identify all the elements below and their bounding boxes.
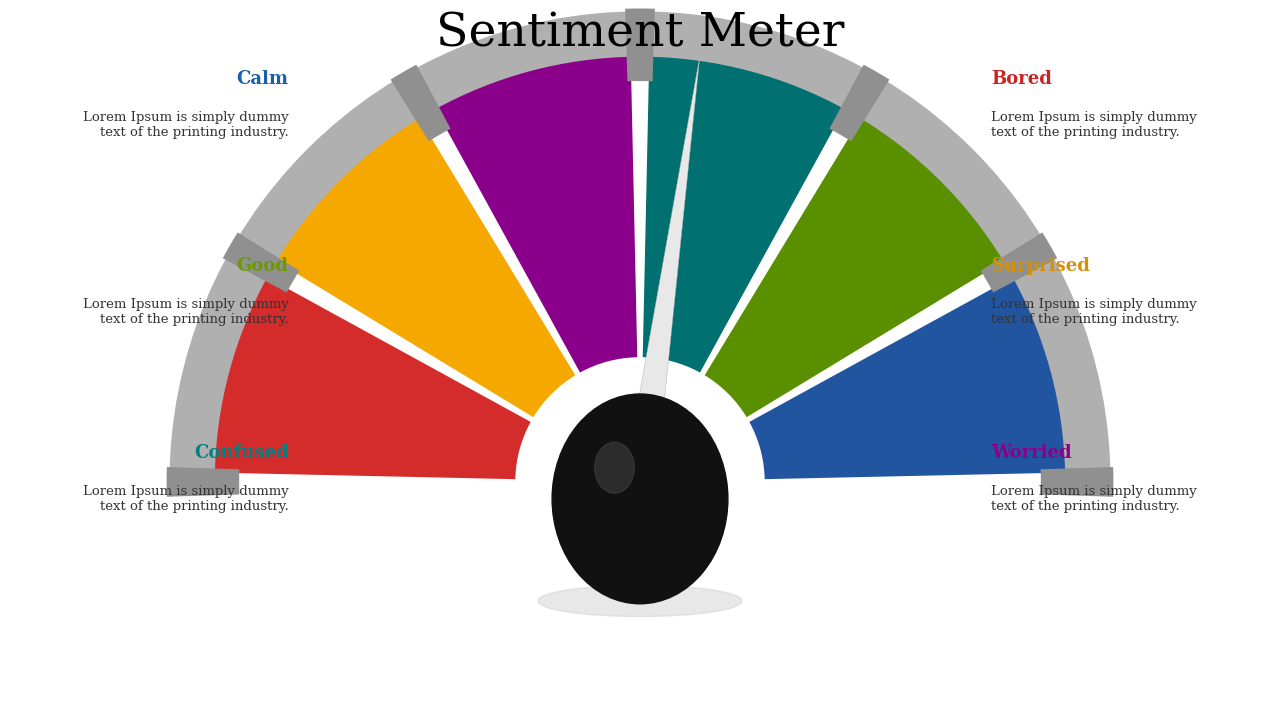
- Wedge shape: [980, 233, 1057, 292]
- Wedge shape: [276, 118, 575, 417]
- Text: Worried: Worried: [992, 444, 1073, 462]
- Wedge shape: [435, 57, 637, 372]
- Text: Bored: Bored: [992, 70, 1052, 88]
- Text: Lorem Ipsum is simply dummy
text of the printing industry.: Lorem Ipsum is simply dummy text of the …: [83, 297, 288, 325]
- Text: Sentiment Meter: Sentiment Meter: [435, 12, 845, 57]
- Text: Calm: Calm: [237, 70, 288, 88]
- Text: Confused: Confused: [193, 444, 288, 462]
- Wedge shape: [1041, 467, 1114, 497]
- Text: Surprised: Surprised: [992, 257, 1091, 275]
- Text: Lorem Ipsum is simply dummy
text of the printing industry.: Lorem Ipsum is simply dummy text of the …: [83, 485, 288, 513]
- Polygon shape: [625, 55, 700, 484]
- Wedge shape: [749, 277, 1065, 480]
- Text: Good: Good: [237, 257, 288, 275]
- Ellipse shape: [552, 394, 728, 604]
- Ellipse shape: [538, 585, 742, 616]
- Text: Lorem Ipsum is simply dummy
text of the printing industry.: Lorem Ipsum is simply dummy text of the …: [83, 111, 288, 138]
- Ellipse shape: [595, 442, 635, 493]
- Wedge shape: [223, 233, 300, 292]
- Wedge shape: [829, 65, 890, 141]
- Wedge shape: [169, 12, 1111, 482]
- Wedge shape: [390, 65, 451, 141]
- Text: Lorem Ipsum is simply dummy
text of the printing industry.: Lorem Ipsum is simply dummy text of the …: [992, 485, 1197, 513]
- Wedge shape: [215, 277, 531, 480]
- Text: Lorem Ipsum is simply dummy
text of the printing industry.: Lorem Ipsum is simply dummy text of the …: [992, 111, 1197, 138]
- Text: Lorem Ipsum is simply dummy
text of the printing industry.: Lorem Ipsum is simply dummy text of the …: [992, 297, 1197, 325]
- Wedge shape: [166, 467, 239, 497]
- Wedge shape: [643, 57, 845, 372]
- Wedge shape: [625, 9, 655, 81]
- Wedge shape: [705, 118, 1004, 417]
